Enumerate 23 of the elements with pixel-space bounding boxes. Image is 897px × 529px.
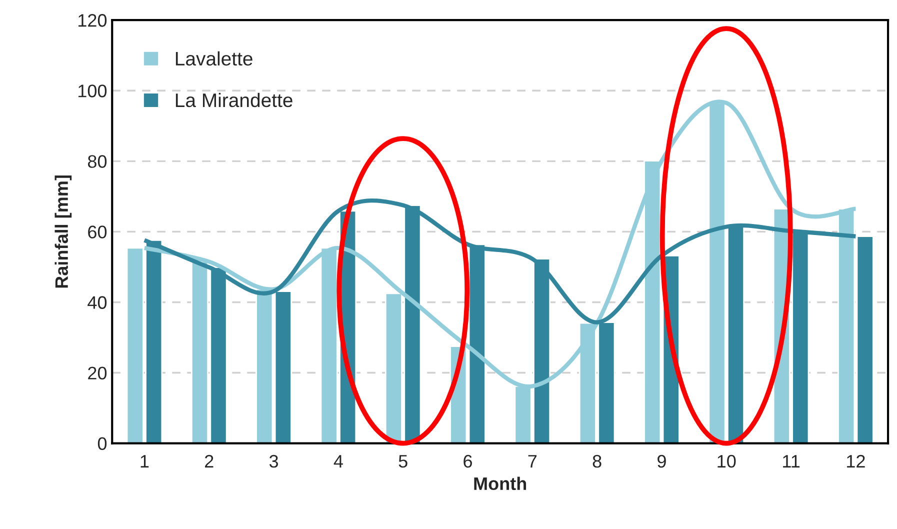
x-tick-label: 1 — [140, 455, 149, 468]
x-tick-label: 8 — [592, 454, 602, 468]
x-tick-label: 7 — [528, 455, 537, 468]
y-tick-label: 40 — [88, 296, 107, 309]
x-tick-label: 6 — [464, 454, 472, 468]
y-tick-label: 0 — [98, 437, 107, 450]
legend-label: Lavalette — [176, 51, 252, 66]
legend-label: La Mirandette — [176, 92, 292, 108]
y-tick-label: 120 — [78, 14, 107, 27]
x-axis-title: Month — [474, 476, 526, 490]
x-tick-label: 4 — [334, 455, 343, 468]
x-tick-label: 10 — [718, 454, 736, 468]
y-tick-label: 80 — [88, 155, 107, 168]
x-tick-label: 5 — [398, 455, 408, 468]
y-tick-label: 100 — [78, 84, 107, 98]
y-tick-label: 20 — [88, 366, 107, 380]
x-tick-label: 12 — [847, 454, 865, 468]
x-tick-label: 11 — [783, 455, 800, 468]
x-tick-label: 9 — [658, 454, 666, 468]
y-axis-title: Rainfall [mm] — [54, 176, 72, 288]
x-tick-label: 3 — [269, 454, 278, 468]
x-tick-label: 2 — [205, 454, 214, 468]
y-tick-label: 60 — [88, 226, 107, 238]
